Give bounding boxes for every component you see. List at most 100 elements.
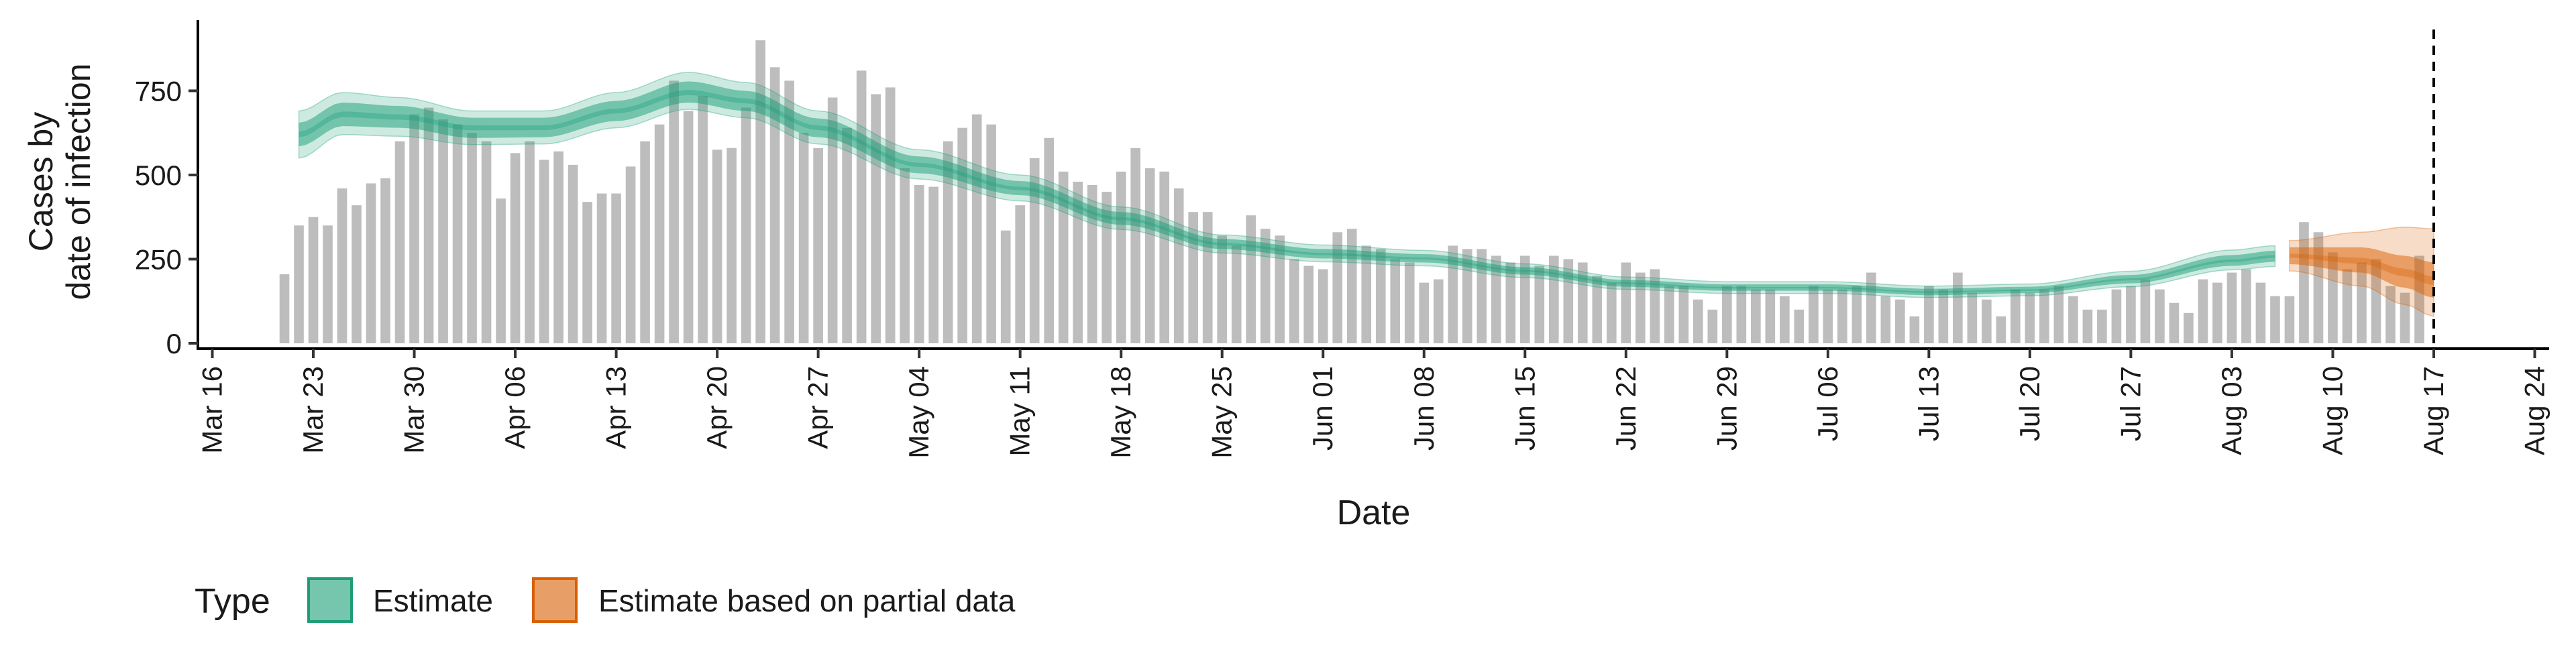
x-tick-label: Mar 16 (197, 366, 228, 454)
bar (712, 150, 722, 344)
x-tick-label: May 18 (1105, 366, 1136, 459)
x-tick-label: Apr 06 (499, 366, 531, 449)
bar (1924, 286, 1934, 343)
bar (1809, 286, 1819, 343)
bar (1548, 255, 1559, 343)
bar (2385, 286, 2396, 343)
bar (1621, 262, 1631, 343)
bar (1577, 262, 1588, 343)
bar (1058, 171, 1069, 343)
bar (1491, 255, 1501, 343)
bar (596, 193, 607, 343)
bar (1909, 316, 1920, 343)
bar (827, 97, 838, 343)
bar (2068, 296, 2078, 343)
bar (2328, 252, 2338, 343)
bar (1116, 171, 1126, 343)
x-tick-label: Jul 13 (1913, 366, 1944, 441)
bar (2039, 289, 2049, 343)
bar (1275, 235, 1285, 343)
bar (1462, 249, 1472, 343)
bar (871, 94, 881, 344)
bar (1159, 171, 1170, 343)
bar (1519, 255, 1530, 343)
bar (813, 148, 823, 343)
bar (452, 124, 463, 344)
bar (798, 133, 809, 343)
bar (1880, 296, 1891, 343)
bar (1895, 299, 1905, 343)
bar (1938, 289, 1949, 343)
bar (842, 127, 852, 343)
estimate-bands-layer (298, 72, 2434, 317)
bar (1477, 249, 1487, 343)
bar (943, 141, 953, 343)
bar (1419, 282, 1430, 343)
bar (2400, 292, 2410, 343)
bar (1318, 269, 1328, 343)
bar (2270, 296, 2280, 343)
bar (1953, 272, 1963, 343)
legend-label-estimate: Estimate (373, 583, 493, 618)
bar (784, 80, 794, 343)
bar (971, 114, 982, 344)
bar (409, 114, 419, 344)
x-tick-label: Mar 23 (297, 366, 329, 454)
bar (1073, 182, 1083, 343)
bar (1664, 286, 1674, 343)
bar (1217, 235, 1228, 343)
bar (1678, 286, 1689, 343)
legend-key-partial-estimate (532, 577, 578, 623)
bar (1707, 309, 1718, 343)
legend: Type Estimate Estimate based on partial … (195, 577, 1016, 623)
bar (2140, 279, 2151, 343)
bar (1404, 262, 1415, 343)
bar (2184, 312, 2194, 343)
bar (1102, 192, 1112, 343)
bar (856, 70, 867, 343)
bar (308, 217, 319, 343)
bar (2212, 282, 2222, 343)
x-tick-label: Mar 30 (398, 366, 430, 454)
bar (1765, 289, 1776, 343)
bar (1144, 168, 1155, 343)
x-tick-label: Jun 22 (1610, 366, 1642, 451)
bar (1967, 292, 1978, 343)
bar (467, 133, 477, 343)
bar (1823, 289, 1833, 343)
x-tick-label: Jun 01 (1307, 366, 1338, 451)
bar (640, 141, 650, 343)
legend-key-estimate (307, 577, 353, 623)
bar (352, 205, 362, 343)
bar (2226, 272, 2237, 343)
bar (2155, 289, 2165, 343)
bar (1563, 259, 1574, 343)
bar (2284, 296, 2295, 343)
bar (2025, 292, 2035, 343)
y-tick-label: 0 (166, 328, 182, 359)
bar (1361, 245, 1372, 343)
bar (2198, 279, 2208, 343)
bar (1260, 229, 1271, 343)
x-tick-label: Aug 17 (2418, 366, 2449, 455)
x-axis-title: Date (1337, 493, 1411, 532)
bar (2097, 309, 2107, 343)
bar (928, 186, 938, 343)
bar (1202, 212, 1213, 343)
bar (568, 164, 578, 344)
bar (2342, 269, 2353, 343)
x-tick-label: May 11 (1004, 366, 1036, 457)
bar (510, 153, 521, 343)
bar (496, 198, 506, 343)
bar (1751, 289, 1761, 343)
bar (2082, 309, 2093, 343)
bar (986, 124, 996, 344)
x-tick-label: May 25 (1206, 366, 1238, 459)
x-tick-label: Jul 20 (2014, 366, 2045, 441)
x-tick-label: Jul 06 (1812, 366, 1843, 441)
bar (885, 87, 896, 343)
bar (1029, 158, 1040, 343)
bar (1044, 137, 1054, 343)
bar (380, 178, 390, 343)
bar (2053, 286, 2064, 343)
